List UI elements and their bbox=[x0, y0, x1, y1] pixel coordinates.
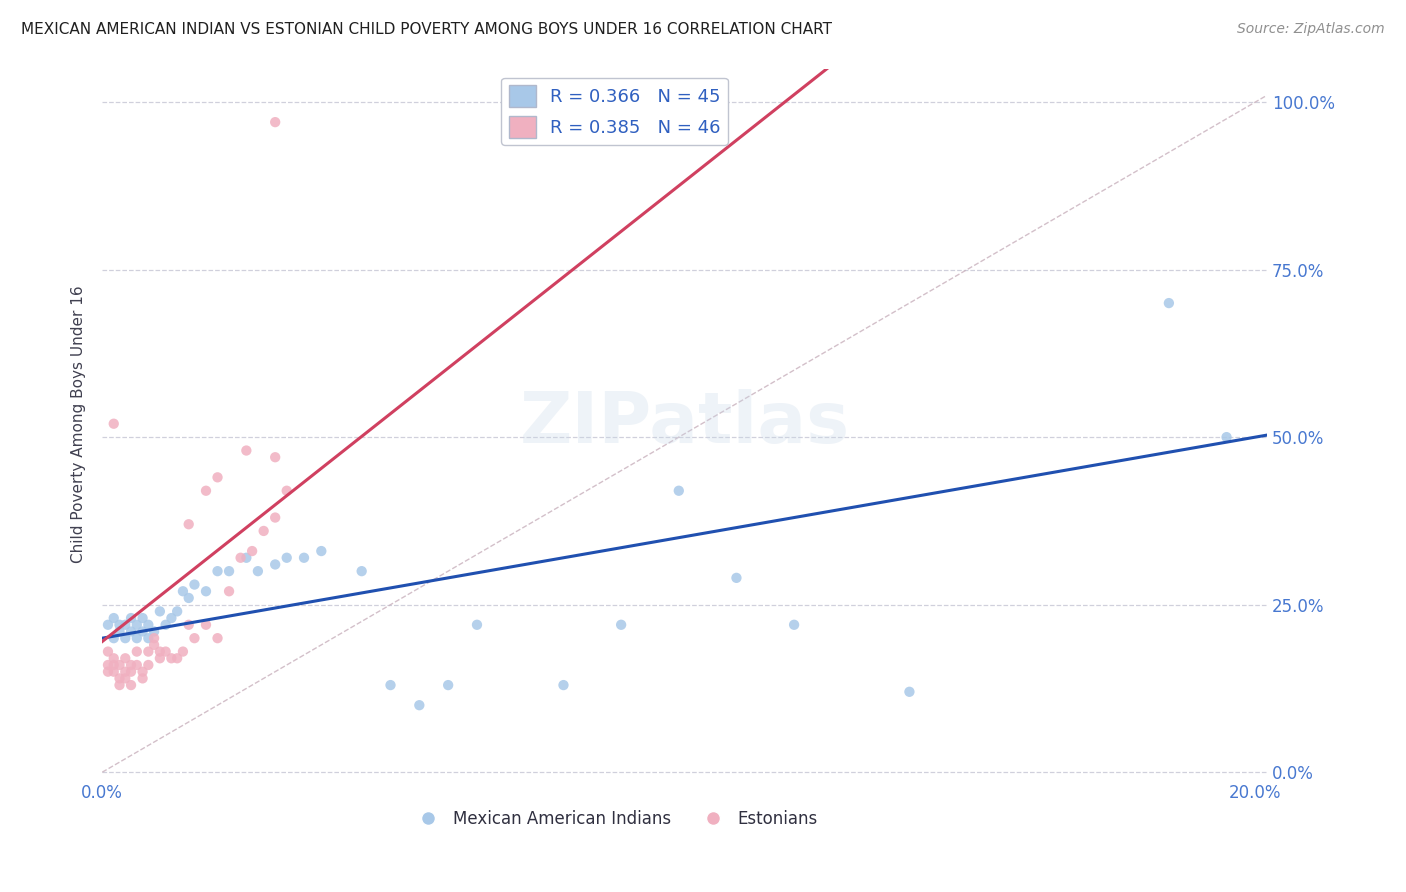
Point bbox=[125, 631, 148, 645]
Point bbox=[177, 591, 200, 605]
Point bbox=[264, 115, 287, 129]
Point bbox=[437, 678, 460, 692]
Point bbox=[120, 611, 142, 625]
Point bbox=[240, 544, 263, 558]
Point bbox=[235, 443, 257, 458]
Point bbox=[138, 631, 160, 645]
Point bbox=[108, 678, 131, 692]
Point bbox=[725, 571, 748, 585]
Point bbox=[898, 685, 921, 699]
Point bbox=[183, 631, 205, 645]
Point bbox=[108, 624, 131, 639]
Point bbox=[160, 651, 183, 665]
Point bbox=[138, 658, 160, 673]
Point bbox=[149, 644, 172, 658]
Text: ZIPatlas: ZIPatlas bbox=[519, 389, 849, 458]
Point bbox=[350, 564, 373, 578]
Point bbox=[120, 665, 142, 679]
Point bbox=[264, 450, 287, 465]
Point bbox=[97, 665, 120, 679]
Point bbox=[114, 672, 136, 686]
Point bbox=[235, 550, 257, 565]
Point bbox=[114, 617, 136, 632]
Point bbox=[408, 698, 430, 713]
Point bbox=[120, 624, 142, 639]
Point bbox=[218, 584, 240, 599]
Point bbox=[149, 651, 172, 665]
Point bbox=[108, 672, 131, 686]
Point bbox=[97, 644, 120, 658]
Point bbox=[172, 644, 194, 658]
Point bbox=[97, 658, 120, 673]
Point bbox=[195, 483, 218, 498]
Legend: Mexican American Indians, Estonians: Mexican American Indians, Estonians bbox=[405, 803, 825, 835]
Point bbox=[103, 651, 125, 665]
Point bbox=[218, 564, 240, 578]
Point bbox=[264, 510, 287, 524]
Point bbox=[160, 611, 183, 625]
Point bbox=[276, 483, 298, 498]
Point bbox=[276, 550, 298, 565]
Text: MEXICAN AMERICAN INDIAN VS ESTONIAN CHILD POVERTY AMONG BOYS UNDER 16 CORRELATIO: MEXICAN AMERICAN INDIAN VS ESTONIAN CHIL… bbox=[21, 22, 832, 37]
Point bbox=[183, 577, 205, 591]
Point bbox=[553, 678, 575, 692]
Point bbox=[108, 617, 131, 632]
Point bbox=[103, 631, 125, 645]
Point bbox=[143, 624, 166, 639]
Point bbox=[177, 617, 200, 632]
Point bbox=[229, 550, 252, 565]
Point bbox=[114, 665, 136, 679]
Point bbox=[668, 483, 690, 498]
Point bbox=[166, 604, 188, 618]
Point bbox=[292, 550, 315, 565]
Point bbox=[155, 644, 177, 658]
Point bbox=[103, 658, 125, 673]
Point bbox=[97, 617, 120, 632]
Point bbox=[246, 564, 269, 578]
Point bbox=[195, 584, 218, 599]
Point bbox=[783, 617, 806, 632]
Point bbox=[195, 617, 218, 632]
Point bbox=[138, 617, 160, 632]
Point bbox=[143, 638, 166, 652]
Point bbox=[103, 611, 125, 625]
Point bbox=[1157, 296, 1180, 310]
Point bbox=[465, 617, 488, 632]
Point bbox=[1215, 430, 1237, 444]
Point bbox=[207, 631, 229, 645]
Point bbox=[125, 617, 148, 632]
Point bbox=[131, 624, 153, 639]
Point bbox=[264, 558, 287, 572]
Point bbox=[103, 665, 125, 679]
Y-axis label: Child Poverty Among Boys Under 16: Child Poverty Among Boys Under 16 bbox=[72, 285, 86, 563]
Point bbox=[120, 678, 142, 692]
Point bbox=[149, 604, 172, 618]
Point bbox=[172, 584, 194, 599]
Point bbox=[253, 524, 276, 538]
Point bbox=[114, 651, 136, 665]
Point bbox=[120, 658, 142, 673]
Point bbox=[138, 644, 160, 658]
Point bbox=[125, 658, 148, 673]
Point bbox=[177, 517, 200, 532]
Point bbox=[166, 651, 188, 665]
Point bbox=[131, 672, 153, 686]
Point bbox=[131, 611, 153, 625]
Point bbox=[125, 644, 148, 658]
Point bbox=[103, 417, 125, 431]
Point bbox=[610, 617, 633, 632]
Point bbox=[380, 678, 402, 692]
Point bbox=[207, 564, 229, 578]
Text: Source: ZipAtlas.com: Source: ZipAtlas.com bbox=[1237, 22, 1385, 37]
Point bbox=[114, 631, 136, 645]
Point bbox=[131, 665, 153, 679]
Point bbox=[155, 617, 177, 632]
Point bbox=[207, 470, 229, 484]
Point bbox=[311, 544, 333, 558]
Point bbox=[108, 658, 131, 673]
Point bbox=[143, 631, 166, 645]
